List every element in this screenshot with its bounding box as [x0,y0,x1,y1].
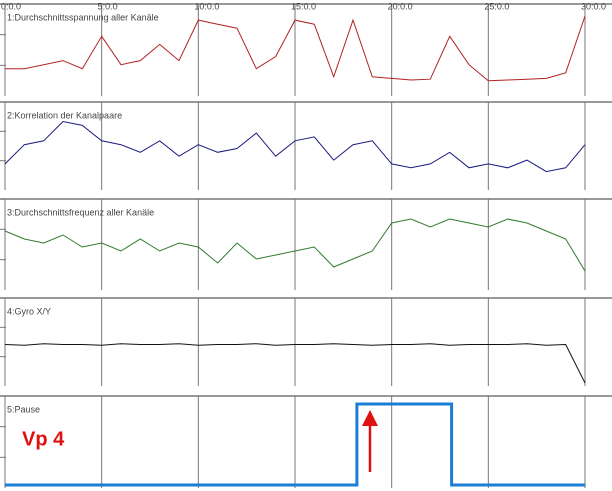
panel-title: 3:Durchschnittsfrequenz aller Kanäle [7,207,154,217]
panel-title: 1:Durchschnittsspannung aller Kanäle [7,12,159,22]
x-tick-label: 30:0.0 [581,1,606,11]
trace [5,15,586,82]
panel-title: 5:Pause [7,404,40,414]
x-tick-label: 25:0.0 [484,1,509,11]
panel-title: 4:Gyro X/Y [7,306,51,316]
arrow-head [362,410,378,426]
trace [4,343,586,384]
panel-title: 2:Korrelation der Kanalpaare [7,110,122,120]
x-tick-label: 15:0.0 [291,1,316,11]
annotation: Vp 4 [22,428,65,450]
x-tick-label: 5:0.0 [98,1,118,11]
trace [4,120,586,173]
x-tick-label: 0:0.0 [1,1,21,11]
trace [5,402,585,487]
trace [4,218,586,272]
x-tick-label: 10:0.0 [194,1,219,11]
x-tick-label: 20:0.0 [388,1,413,11]
